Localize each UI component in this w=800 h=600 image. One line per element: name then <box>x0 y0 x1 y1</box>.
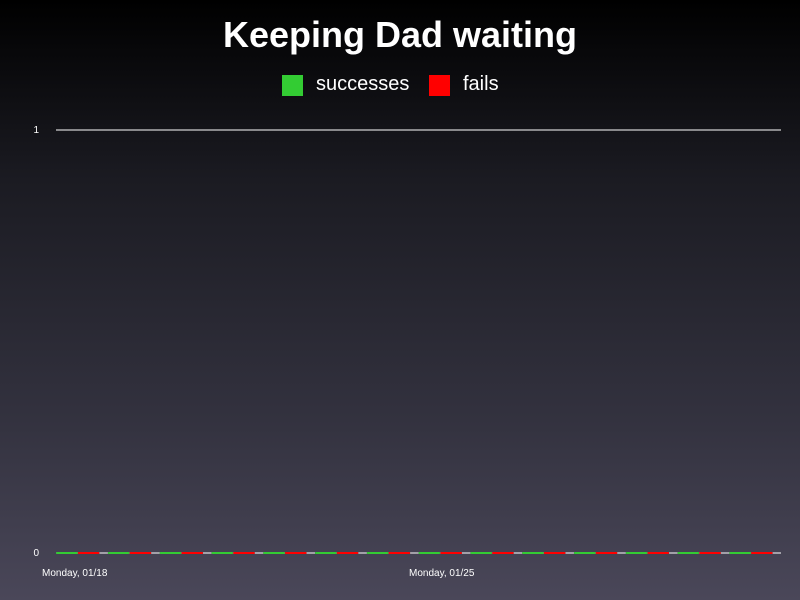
bar-fails-5 <box>336 552 359 554</box>
chart-title: Keeping Dad waiting <box>223 14 577 55</box>
bar-successes-7 <box>418 552 441 554</box>
bar-successes-0 <box>56 552 78 554</box>
y-tick-label-0: 0 <box>33 548 39 559</box>
bar-successes-1 <box>107 552 130 554</box>
x-axis: Monday, 01/18 Monday, 01/25 <box>42 568 475 579</box>
bar-fails-6 <box>388 552 411 554</box>
bar-successes-8 <box>470 552 493 554</box>
bar-fails-9 <box>543 552 566 554</box>
bar-successes-6 <box>366 552 389 554</box>
bars <box>56 552 773 554</box>
bar-successes-2 <box>159 552 182 554</box>
bar-successes-10 <box>573 552 596 554</box>
legend-swatch-successes <box>282 75 303 96</box>
bar-successes-13 <box>729 552 751 554</box>
legend: successes fails <box>282 73 499 96</box>
bar-successes-9 <box>522 552 544 554</box>
legend-label-fails: fails <box>463 73 499 95</box>
legend-swatch-fails <box>429 75 450 96</box>
bar-fails-8 <box>492 552 514 554</box>
bar-fails-12 <box>699 552 721 554</box>
bar-fails-10 <box>595 552 618 554</box>
bar-fails-11 <box>647 552 670 554</box>
bar-fails-0 <box>77 552 100 554</box>
bar-fails-1 <box>129 552 152 554</box>
bar-fails-3 <box>233 552 255 554</box>
y-axis: 1 0 <box>33 125 781 559</box>
y-tick-label-1: 1 <box>33 125 39 136</box>
bar-successes-12 <box>677 552 700 554</box>
bar-successes-5 <box>314 552 337 554</box>
bar-successes-11 <box>625 552 648 554</box>
bar-fails-7 <box>440 552 462 554</box>
bar-fails-2 <box>181 552 204 554</box>
bar-successes-4 <box>263 552 285 554</box>
x-tick-label-1: Monday, 01/25 <box>409 568 475 579</box>
bar-successes-3 <box>211 552 234 554</box>
legend-label-successes: successes <box>316 73 409 95</box>
bar-fails-13 <box>750 552 773 554</box>
bar-fails-4 <box>284 552 307 554</box>
x-tick-label-0: Monday, 01/18 <box>42 568 108 579</box>
